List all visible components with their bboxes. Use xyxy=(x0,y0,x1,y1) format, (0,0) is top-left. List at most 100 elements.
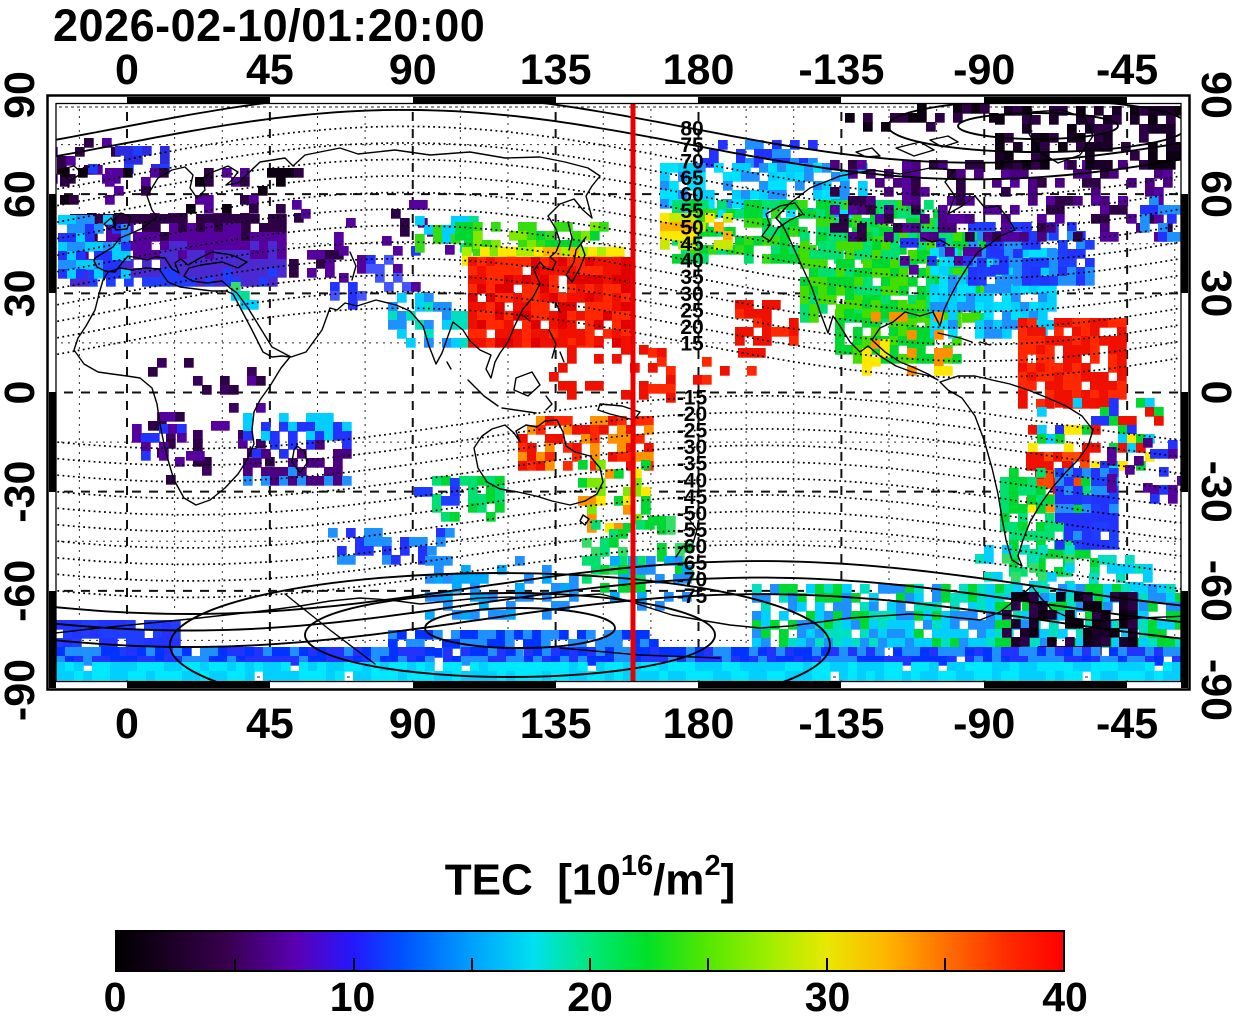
tec-cell xyxy=(596,671,606,681)
tec-cell xyxy=(371,671,381,681)
tec-cell xyxy=(596,656,606,666)
tec-cell xyxy=(815,620,825,630)
tec-cell xyxy=(818,250,828,260)
tec-cell xyxy=(893,671,903,681)
tec-cell xyxy=(99,620,109,630)
tec-cell xyxy=(869,602,879,612)
tec-cell xyxy=(953,268,963,278)
tec-cell xyxy=(132,433,142,443)
tec-cell xyxy=(479,601,489,611)
tec-cell xyxy=(640,639,650,649)
tec-cell xyxy=(407,656,417,666)
tec-cell xyxy=(460,630,470,640)
tec-cell xyxy=(478,630,488,640)
tec-cell xyxy=(111,174,121,184)
tec-cell xyxy=(451,311,461,321)
tec-cell xyxy=(750,172,760,182)
tec-cell xyxy=(1166,115,1176,125)
tec-cell xyxy=(1136,647,1146,657)
tec-cell xyxy=(288,422,298,432)
tec-cell xyxy=(558,381,568,391)
tec-cell xyxy=(495,266,505,276)
tec-cell xyxy=(800,313,810,323)
tec-cell xyxy=(263,647,273,657)
tec-cell xyxy=(527,222,537,232)
tec-cell xyxy=(168,424,178,434)
tec-cell xyxy=(263,656,273,666)
tec-cell xyxy=(929,232,939,242)
tec-cell xyxy=(1109,531,1119,541)
tec-cell xyxy=(1116,564,1126,574)
tec-cell xyxy=(1081,486,1091,496)
tec-cell xyxy=(932,593,942,603)
tec-cell xyxy=(917,286,927,296)
tec-cell xyxy=(884,656,894,666)
tec-cell xyxy=(117,629,127,639)
tec-cell xyxy=(1139,106,1149,116)
tec-cell xyxy=(268,223,278,233)
tec-cell xyxy=(965,656,975,666)
tec-cell xyxy=(965,196,975,206)
tec-cell xyxy=(938,647,948,657)
tec-cell xyxy=(806,584,816,594)
tec-cell xyxy=(1090,354,1100,364)
tec-cell xyxy=(1081,336,1091,346)
tec-cell xyxy=(391,209,401,219)
tec-cell xyxy=(549,284,559,294)
tec-cell xyxy=(1037,656,1047,666)
tec-cell xyxy=(106,232,116,242)
tec-cell xyxy=(971,232,981,242)
tec-cell xyxy=(871,345,881,355)
tec-cell xyxy=(357,264,367,274)
tec-cell xyxy=(1119,601,1129,611)
tec-cell xyxy=(800,250,810,260)
tec-cell xyxy=(902,671,912,681)
tec-cell xyxy=(947,647,957,657)
tec-cell xyxy=(558,293,568,303)
tec-cell xyxy=(1054,372,1064,382)
tec-cell xyxy=(160,268,170,278)
tec-cell xyxy=(1112,638,1122,648)
tec-cell xyxy=(1029,628,1039,638)
tec-cell xyxy=(522,284,532,294)
tec-cell xyxy=(1082,647,1092,657)
tec-cell xyxy=(1103,584,1113,594)
tec-cell xyxy=(560,662,570,672)
tec-cell xyxy=(1002,329,1012,339)
tec-cell xyxy=(1009,477,1019,487)
tec-cell xyxy=(567,275,577,285)
tec-cell xyxy=(488,647,498,657)
tec-cell xyxy=(582,574,592,584)
colorbar-minor-tick xyxy=(352,958,355,970)
tec-cell xyxy=(1036,540,1046,550)
tec-cell xyxy=(1154,647,1164,657)
tec-cell xyxy=(88,164,98,174)
tec-cell xyxy=(753,209,763,219)
tec-cell xyxy=(249,300,259,310)
tec-cell xyxy=(1056,592,1066,602)
tec-cell xyxy=(893,178,903,188)
tec-cell xyxy=(992,205,1002,215)
tec-cell xyxy=(962,268,972,278)
tec-cell xyxy=(857,232,867,242)
tec-cell xyxy=(294,168,304,178)
tec-cell xyxy=(486,338,496,348)
tec-cell xyxy=(1091,513,1101,523)
tec-cell xyxy=(366,264,376,274)
tec-cell xyxy=(732,190,742,200)
tec-cell xyxy=(204,177,214,187)
tec-cell xyxy=(632,487,642,497)
tec-cell xyxy=(364,537,374,547)
tec-cell xyxy=(1045,372,1055,382)
tec-cell xyxy=(432,503,442,513)
tec-cell xyxy=(209,671,219,681)
tec-cell xyxy=(788,584,798,594)
tec-cell xyxy=(924,200,934,210)
tec-cell xyxy=(889,312,899,322)
tec-cell xyxy=(1004,249,1014,259)
tec-cell xyxy=(682,565,692,575)
tec-cell xyxy=(67,269,77,279)
tec-cell xyxy=(205,223,215,233)
tec-cell xyxy=(779,584,789,594)
tec-cell xyxy=(1109,671,1119,681)
